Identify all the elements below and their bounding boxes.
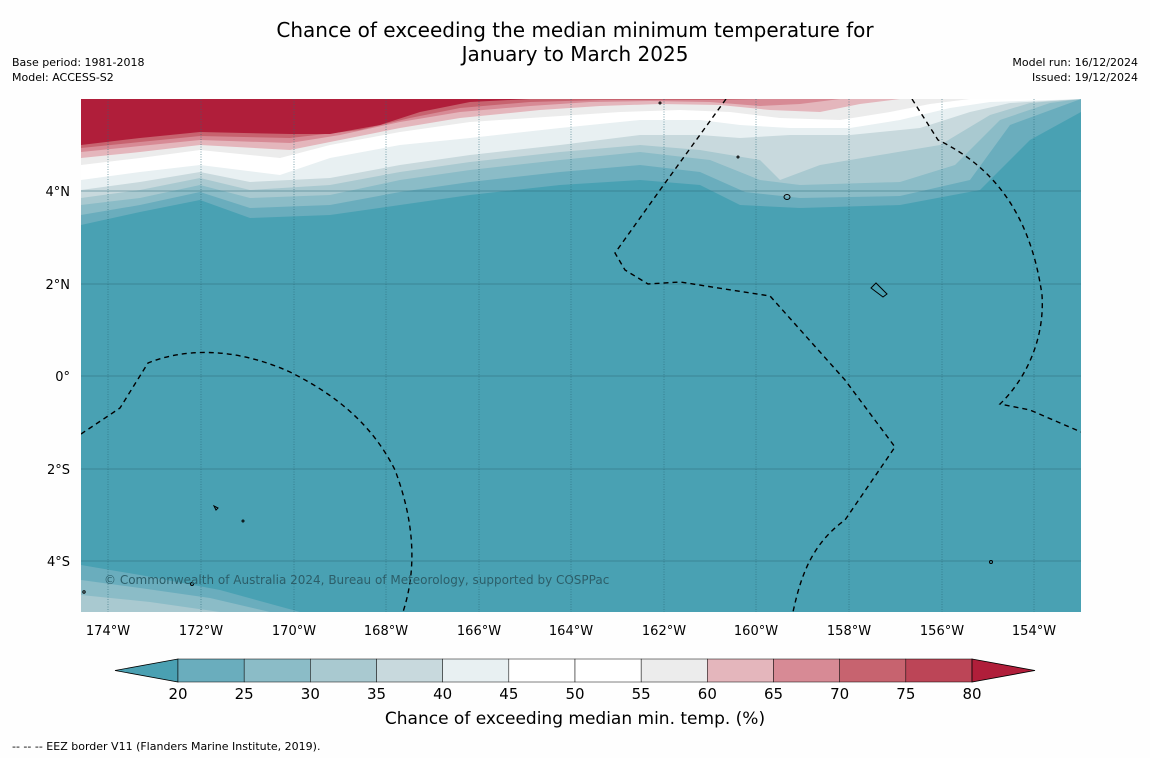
- colorbar-tick-label: 35: [367, 685, 386, 700]
- base-period: Base period: 1981-2018: [12, 56, 145, 69]
- eez-borders: [81, 99, 1081, 612]
- contour-band-80: [81, 99, 600, 145]
- colorbar-tick-label: 70: [830, 685, 849, 700]
- colorbar-segment: [839, 658, 907, 683]
- lon-tick-154w: 154°W: [1012, 624, 1056, 639]
- lon-tick-170w: 170°W: [272, 624, 316, 639]
- colorbar-segment: [773, 658, 840, 683]
- colorbar-segment: [243, 658, 311, 683]
- lon-tick-174w: 174°W: [86, 624, 130, 639]
- map-area: © Commonwealth of Australia 2024, Bureau…: [81, 99, 1081, 612]
- colorbar-segment: [707, 658, 774, 683]
- lat-tick-labels: 4°N 2°N 0° 2°S 4°S: [46, 185, 71, 570]
- colorbar-segment: [442, 658, 510, 683]
- graticule: [107, 99, 1035, 612]
- island-6: [989, 560, 993, 564]
- colorbar-tick-label: 20: [168, 685, 187, 700]
- colorbar: [114, 658, 1036, 683]
- lat-tick-0: 0°: [55, 370, 70, 385]
- lon-tick-156w: 156°W: [920, 624, 964, 639]
- lat-tick-2n: 2°N: [46, 278, 71, 293]
- colorbar-segment: [177, 658, 245, 683]
- contour-band-bottom-35: [81, 595, 220, 612]
- colorbar-segment: [310, 658, 377, 683]
- colorbar-segment: [640, 658, 708, 683]
- island-9: [82, 590, 86, 594]
- colorbar-segment: [574, 658, 642, 683]
- lon-tick-labels: 174°W 172°W 170°W 168°W 166°W 164°W 162°…: [86, 624, 1056, 639]
- title-line-2: January to March 2025: [461, 42, 689, 66]
- lat-tick-2s: 2°S: [47, 463, 70, 478]
- eez-border-central: [614, 99, 896, 612]
- lat-tick-4s: 4°S: [47, 555, 70, 570]
- colorbar-tick-label: 65: [764, 685, 783, 700]
- island-1: [783, 194, 791, 200]
- colorbar-tick-labels: 20 25 30 35 40 45 50 55 60 65 70 75 80: [168, 685, 981, 700]
- island-3: [212, 504, 219, 511]
- colorbar-tick-label: 60: [698, 685, 717, 700]
- eez-footnote: -- -- -- EEZ border V11 (Flanders Marine…: [12, 740, 321, 753]
- colorbar-segment: [376, 658, 443, 683]
- lon-tick-168w: 168°W: [364, 624, 408, 639]
- colorbar-tick-label: 50: [565, 685, 584, 700]
- colorbar-tick-label: 40: [433, 685, 452, 700]
- lon-tick-166w: 166°W: [457, 624, 501, 639]
- colorbar-tick-label: 75: [896, 685, 915, 700]
- lat-tick-4n: 4°N: [46, 185, 71, 200]
- lon-tick-164w: 164°W: [549, 624, 593, 639]
- colorbar-arrow-high: [971, 658, 1036, 683]
- colorbar-title: Chance of exceeding median min. temp. (%…: [384, 709, 766, 729]
- colorbar-arrow-low: [114, 658, 179, 683]
- issued-date: Issued: 19/12/2024: [1031, 71, 1138, 84]
- colorbar-tick-label: 80: [962, 685, 981, 700]
- map-figure: © Commonwealth of Australia 2024, Bureau…: [46, 99, 1081, 700]
- lon-tick-158w: 158°W: [827, 624, 871, 639]
- latitude-lines: [81, 190, 1081, 562]
- island-2: [870, 282, 888, 298]
- island-7: [736, 155, 740, 159]
- colorbar-segment: [905, 658, 973, 683]
- colorbar-tick-label: 45: [499, 685, 518, 700]
- lon-tick-162w: 162°W: [642, 624, 686, 639]
- island-4: [241, 519, 245, 523]
- colorbar-tick-label: 30: [301, 685, 320, 700]
- meta-right: Model run: 16/12/2024 Issued: 19/12/2024: [1012, 55, 1138, 85]
- colorbar-tick-label: 55: [632, 685, 651, 700]
- island-5: [190, 582, 194, 586]
- model-run: Model run: 16/12/2024: [1012, 56, 1138, 69]
- meta-left: Base period: 1981-2018 Model: ACCESS-S2: [12, 55, 144, 85]
- lon-tick-160w: 160°W: [734, 624, 778, 639]
- colorbar-tick-label: 25: [235, 685, 254, 700]
- islands: [82, 101, 993, 594]
- island-8: [658, 101, 662, 105]
- map-title: Chance of exceeding the median minimum t…: [0, 18, 1150, 66]
- colorbar-segment: [508, 658, 576, 683]
- model-name: Model: ACCESS-S2: [12, 71, 114, 84]
- lon-tick-172w: 172°W: [179, 624, 223, 639]
- title-line-1: Chance of exceeding the median minimum t…: [276, 18, 874, 42]
- eez-border-east: [911, 99, 1081, 433]
- map-copyright: © Commonwealth of Australia 2024, Bureau…: [104, 573, 609, 587]
